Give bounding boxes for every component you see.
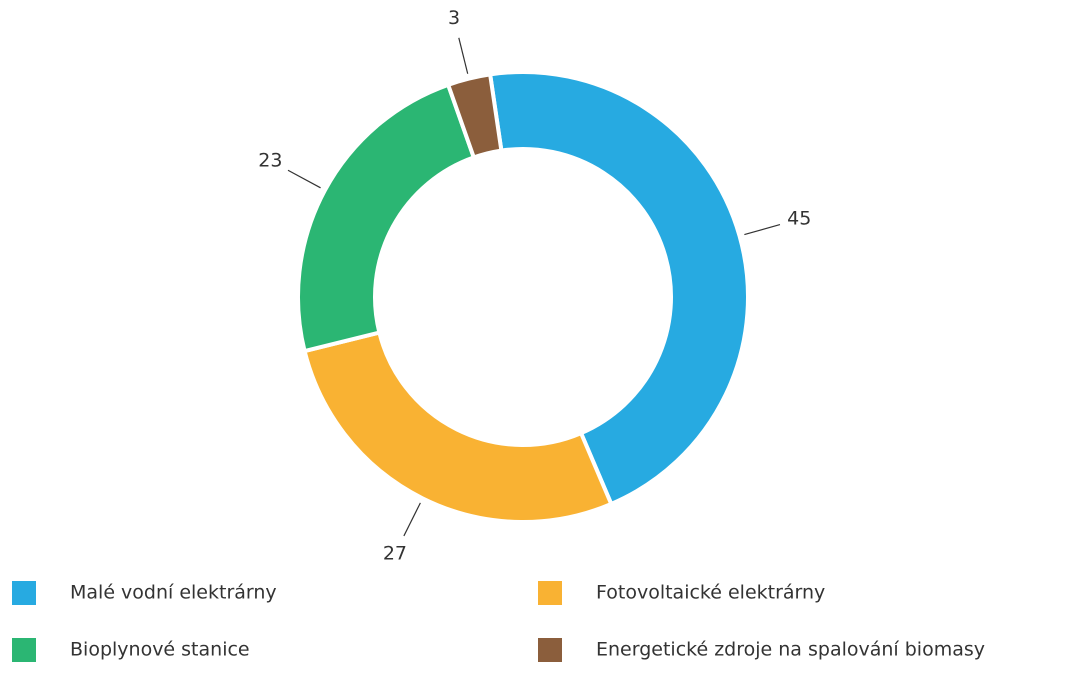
donut-slice [445, 72, 504, 160]
legend-swatch [538, 638, 562, 662]
donut-slice [487, 70, 750, 507]
data-label: 27 [383, 542, 407, 564]
leader-line [403, 502, 421, 537]
leader-line [287, 169, 321, 189]
leader-line [744, 223, 781, 236]
donut-slice [302, 330, 614, 524]
data-label: 3 [448, 7, 460, 29]
legend-label: Energetické zdroje na spalování biomasy [596, 639, 985, 661]
legend-label: Bioplynové stanice [70, 639, 250, 661]
legend-swatch [12, 581, 36, 605]
data-label: 45 [787, 208, 811, 230]
legend-swatch [12, 638, 36, 662]
leader-line [458, 37, 469, 74]
legend-swatch [538, 581, 562, 605]
legend-label: Malé vodní elektrárny [70, 582, 277, 604]
data-label: 23 [258, 149, 282, 171]
legend-label: Fotovoltaické elektrárny [596, 582, 825, 604]
donut-slice [296, 82, 477, 354]
